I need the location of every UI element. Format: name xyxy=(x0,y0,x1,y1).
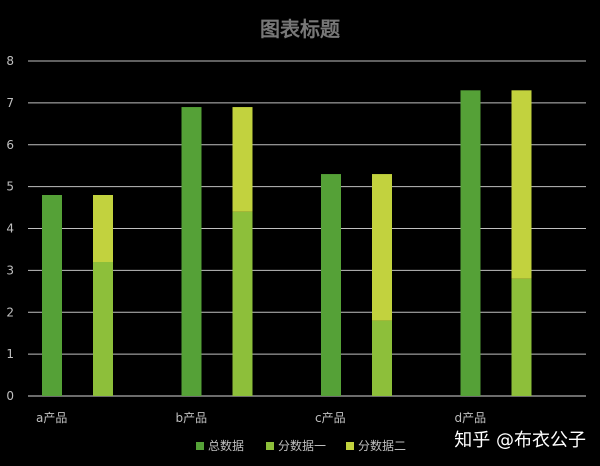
y-tick-label: 8 xyxy=(6,54,14,68)
legend-swatch xyxy=(346,442,354,450)
x-tick-label: a产品 xyxy=(36,411,67,425)
bar-分数据一 xyxy=(372,320,392,396)
bar-分数据二 xyxy=(93,195,113,262)
bar-总数据 xyxy=(42,195,62,396)
legend-label: 分数据一 xyxy=(278,438,326,453)
x-tick-label: d产品 xyxy=(455,411,487,425)
bar-分数据二 xyxy=(232,107,253,212)
y-tick-label: 1 xyxy=(6,347,14,361)
y-axis-ticks: 0 1 2 3 4 5 6 7 8 xyxy=(6,54,14,403)
bar-分数据二 xyxy=(511,90,532,279)
bar-总数据 xyxy=(181,107,202,396)
legend: 总数据 分数据一 分数据二 xyxy=(196,438,406,453)
y-tick-label: 2 xyxy=(6,305,14,319)
bar-分数据二 xyxy=(372,174,392,321)
legend-swatch xyxy=(266,442,274,450)
y-tick-label: 6 xyxy=(6,138,14,152)
grid xyxy=(28,60,586,397)
bar-总数据 xyxy=(460,90,481,396)
legend-label: 分数据二 xyxy=(358,438,406,453)
x-axis-ticks: a产品 b产品 c产品 d产品 xyxy=(36,411,486,425)
y-tick-label: 4 xyxy=(6,222,14,236)
bar-分数据一 xyxy=(232,211,253,396)
y-tick-label: 7 xyxy=(6,96,14,110)
legend-label: 总数据 xyxy=(208,438,244,453)
x-tick-label: b产品 xyxy=(176,411,208,425)
legend-swatch xyxy=(196,442,204,450)
y-tick-label: 3 xyxy=(6,263,14,277)
watermark: 知乎 @布衣公子 xyxy=(454,430,586,451)
bar-分数据一 xyxy=(93,262,113,396)
bar-分数据一 xyxy=(511,278,532,396)
bar-总数据 xyxy=(321,174,341,396)
bars xyxy=(42,90,532,396)
y-tick-label: 5 xyxy=(6,180,14,194)
y-tick-label: 0 xyxy=(6,389,14,403)
x-tick-label: c产品 xyxy=(315,411,346,425)
chart-title: 图表标题 xyxy=(260,17,341,41)
